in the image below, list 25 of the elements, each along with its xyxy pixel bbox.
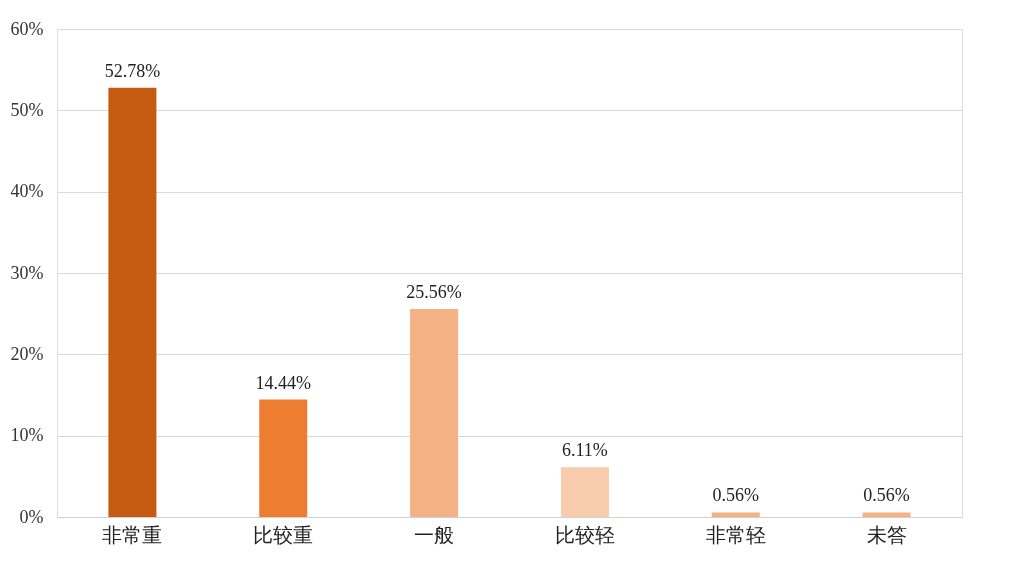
bar [560,467,609,517]
x-tick-label: 比较重 [253,523,314,546]
x-tick-label: 非常轻 [705,523,766,546]
y-tick-label: 50% [10,99,44,120]
bar [259,399,308,517]
x-tick-label: 一般 [414,523,455,546]
bar [108,87,157,517]
x-tick-label: 未答 [866,523,907,546]
bar [410,309,459,517]
data-label: 0.56% [863,485,910,506]
x-tick-label: 比较轻 [554,523,615,546]
data-label: 25.56% [406,282,462,303]
data-label: 0.56% [712,485,759,506]
y-tick-label: 10% [10,425,44,446]
data-label: 14.44% [255,372,311,393]
y-tick-label: 0% [19,506,44,527]
y-tick-label: 30% [10,262,44,283]
data-label: 6.11% [562,440,608,461]
y-tick-label: 20% [10,343,44,364]
x-tick-label: 非常重 [102,523,163,546]
y-tick-label: 60% [10,18,44,39]
y-tick-label: 40% [10,181,44,202]
data-label: 52.78% [104,60,161,81]
bar [862,512,911,517]
bar [711,512,760,517]
